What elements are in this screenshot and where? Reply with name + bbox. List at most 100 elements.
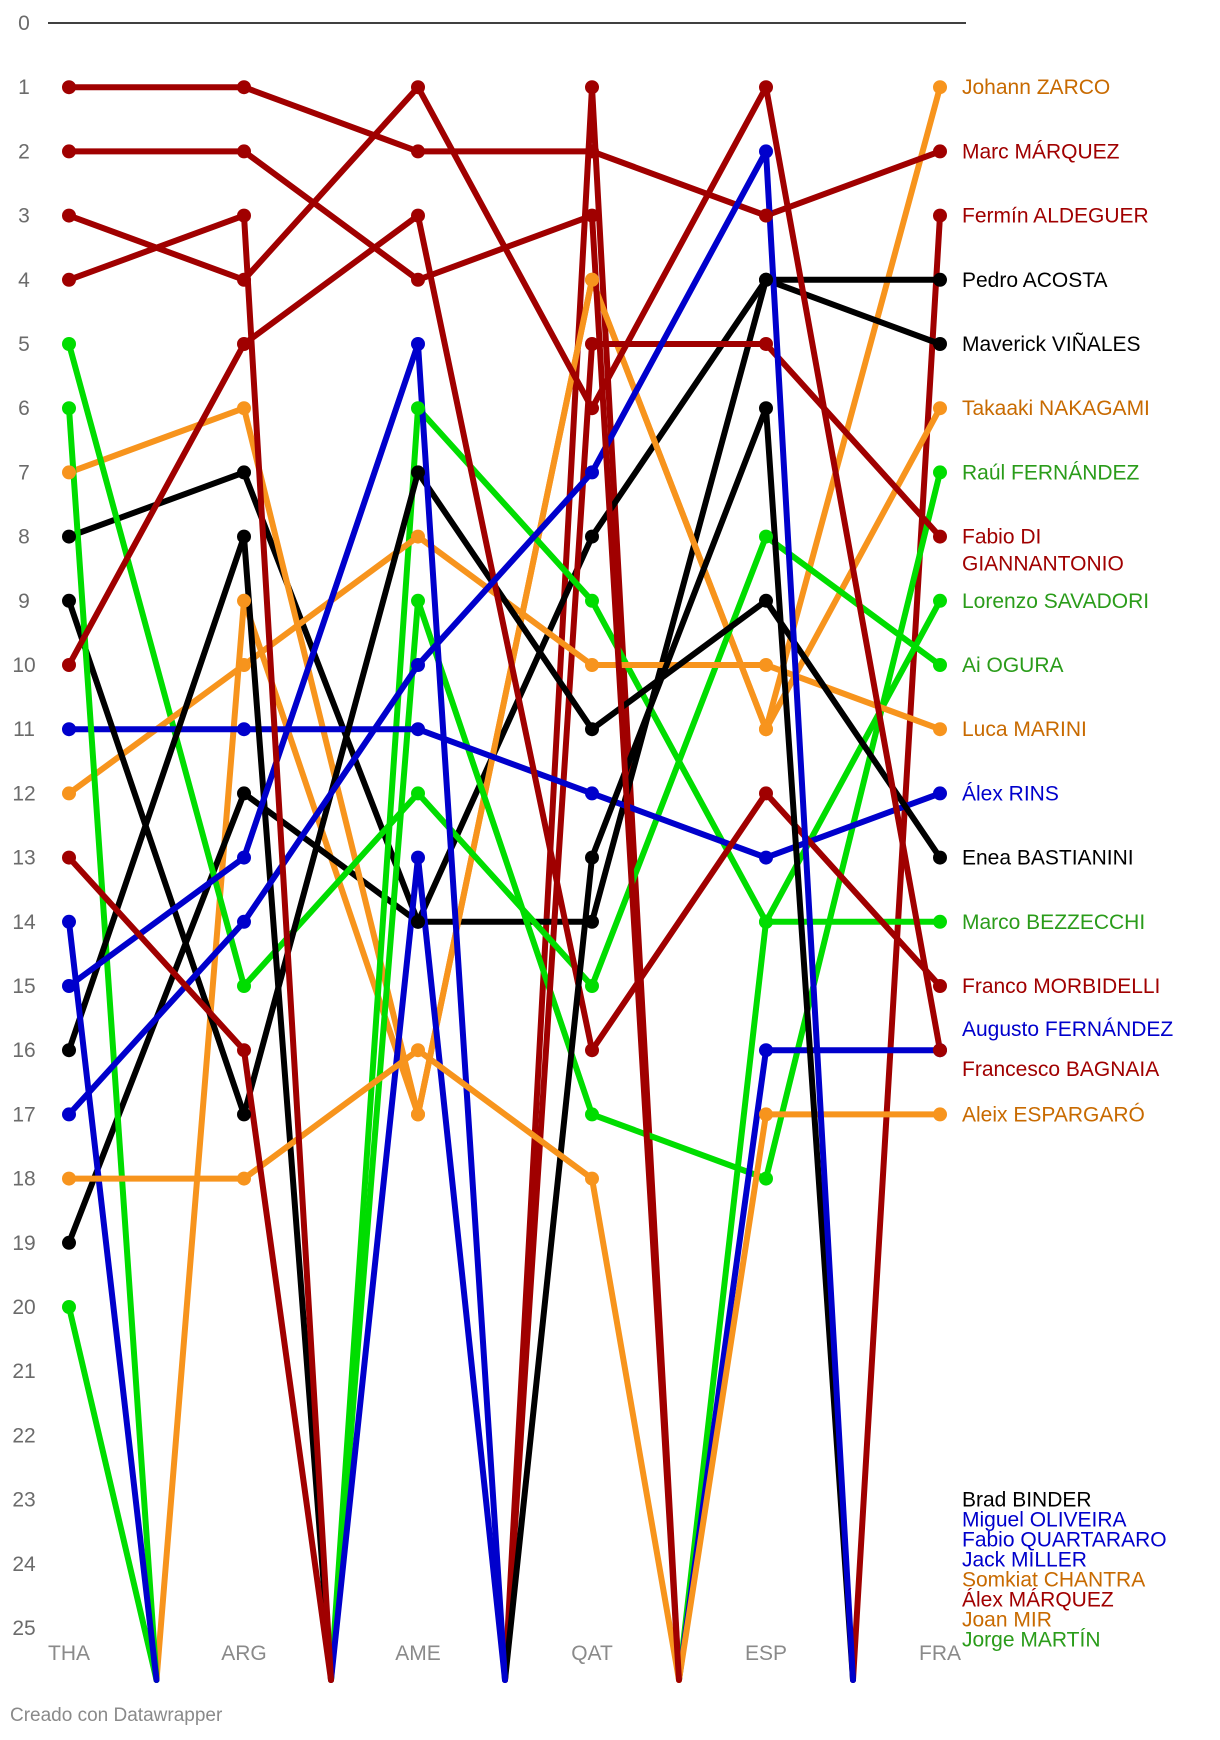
series-point-aleix-espargaro	[759, 1107, 773, 1122]
series-point-raul-fernandez	[759, 1171, 773, 1186]
series-point-ai-ogura	[411, 786, 425, 801]
series-point-enea-bastianini	[759, 593, 773, 608]
series-point-brad-binder	[62, 1043, 76, 1058]
series-point-alex-rins	[62, 722, 76, 737]
series-point-ai-ogura	[933, 658, 947, 672]
series-label-franco-morbidelli: Franco MORBIDELLI	[962, 975, 1160, 998]
series-point-miguel-oliveira	[411, 658, 425, 672]
series-label-aleix-espargaro: Aleix ESPARGARÓ	[962, 1103, 1145, 1126]
series-point-somkiat-chantra	[585, 1171, 599, 1186]
series-point-marc-marquez	[237, 80, 251, 95]
series-line-ai-ogura	[589, 533, 769, 989]
series-point-marco-bezzecchi	[62, 401, 76, 416]
series-label-lorenzo-savadori: Lorenzo SAVADORI	[962, 590, 1149, 613]
series-point-maverick-vinales	[585, 529, 599, 544]
x-tick-label: ARG	[221, 1642, 267, 1665]
series-line-joan-mir	[241, 212, 334, 1683]
series-line-fabio-quartararo	[66, 854, 247, 989]
series-line-alex-rins	[589, 790, 769, 861]
series-point-takaaki-nakagami	[237, 401, 251, 416]
series-point-lorenzo-savadori	[933, 593, 947, 608]
y-tick-label: 7	[18, 461, 30, 484]
series-point-pedro-acosta	[933, 272, 947, 287]
series-line-franco-morbidelli	[66, 341, 247, 668]
series-line-raul-fernandez	[66, 1304, 160, 1683]
series-label-brad-binder: Brad BINDER	[962, 1489, 1092, 1512]
series-point-raul-fernandez	[933, 465, 947, 480]
series-label-enea-bastianini: Enea BASTIANINI	[962, 847, 1134, 870]
series-point-johann-zarco	[933, 80, 947, 95]
series-line-miguel-oliveira	[763, 148, 856, 1683]
series-point-takaaki-nakagami	[585, 272, 599, 287]
y-tick-label: 23	[12, 1489, 35, 1512]
series-lines	[66, 84, 943, 1683]
series-line-marc-marquez	[241, 84, 421, 155]
series-line-ai-ogura	[763, 533, 943, 668]
series-point-franco-morbidelli	[62, 658, 76, 672]
series-line-somkiat-chantra	[241, 1047, 421, 1182]
y-tick-label: 9	[18, 590, 30, 613]
series-line-takaaki-nakagami	[415, 276, 595, 1118]
series-line-franco-morbidelli	[415, 212, 595, 1054]
series-point-francesco-bagnaia	[585, 401, 599, 416]
series-line-fabio-di-giannantonio	[502, 341, 595, 1683]
x-tick-label: AME	[395, 1642, 441, 1665]
series-point-joan-mir	[62, 272, 76, 287]
series-line-lorenzo-savadori	[328, 405, 421, 1683]
series-point-aleix-espargaro	[933, 1107, 947, 1122]
series-point-ai-ogura	[62, 337, 76, 351]
series-point-luca-marini	[411, 529, 425, 544]
series-point-takaaki-nakagami	[933, 401, 947, 416]
series-label-joan-mir: Joan MIR	[962, 1609, 1052, 1632]
series-line-lorenzo-savadori	[415, 405, 595, 604]
series-line-somkiat-chantra	[415, 1047, 595, 1182]
series-line-francesco-bagnaia	[763, 84, 943, 1054]
series-line-alex-marquez	[241, 148, 421, 283]
series-label-johann-zarco: Johann ZARCO	[962, 76, 1110, 99]
series-line-fabio-quartararo	[415, 341, 508, 1683]
series-point-jorge-martin	[62, 850, 76, 865]
series-line-fabio-quartararo	[241, 341, 421, 861]
series-point-franco-morbidelli	[585, 1043, 599, 1058]
series-point-augusto-fernandez	[759, 1043, 773, 1058]
series-point-fabio-di-giannantonio	[933, 529, 947, 544]
series-point-francesco-bagnaia	[933, 1043, 947, 1058]
series-point-marc-marquez	[759, 208, 773, 223]
series-point-ai-ogura	[759, 529, 773, 544]
series-point-francesco-bagnaia	[411, 80, 425, 95]
series-line-marco-bezzecchi	[66, 405, 160, 1683]
series-point-maverick-vinales	[411, 914, 425, 929]
series-line-maverick-vinales	[763, 276, 943, 347]
footer-credit: Creado con Datawrapper	[10, 1705, 223, 1726]
series-point-enea-bastianini	[62, 593, 76, 608]
series-point-miguel-oliveira	[585, 465, 599, 480]
series-point-ai-ogura	[237, 979, 251, 993]
series-line-maverick-vinales	[415, 533, 595, 925]
series-point-fabio-quartararo	[62, 979, 76, 993]
y-tick-label: 3	[18, 205, 30, 228]
series-line-brad-binder	[502, 854, 595, 1683]
y-tick-label: 10	[12, 654, 35, 677]
series-point-marc-marquez	[411, 144, 425, 159]
series-point-lorenzo-savadori	[411, 401, 425, 416]
series-line-somkiat-chantra	[589, 1175, 682, 1683]
series-point-maverick-vinales	[237, 786, 251, 801]
y-tick-label: 1	[18, 76, 30, 99]
x-tick-label: ESP	[745, 1642, 787, 1665]
series-line-jack-miller	[66, 918, 160, 1683]
series-line-johann-zarco	[153, 597, 247, 1683]
series-label-alex-rins: Álex RINS	[962, 782, 1059, 805]
series-label-fabio-quartararo: Fabio QUARTARARO	[962, 1529, 1167, 1552]
series-line-raul-fernandez	[415, 597, 595, 1118]
series-point-jack-miller	[411, 850, 425, 865]
y-tick-label: 19	[12, 1232, 35, 1255]
series-point-enea-bastianini	[411, 465, 425, 480]
series-line-pedro-acosta	[589, 276, 769, 925]
series-line-miguel-oliveira	[66, 918, 247, 1118]
y-tick-label: 16	[12, 1039, 35, 1062]
series-label-luca-marini: Luca MARINI	[962, 718, 1087, 741]
series-point-miguel-oliveira	[62, 1107, 76, 1122]
series-point-franco-morbidelli	[411, 208, 425, 223]
series-line-jack-miller	[415, 854, 508, 1683]
series-point-luca-marini	[759, 658, 773, 672]
